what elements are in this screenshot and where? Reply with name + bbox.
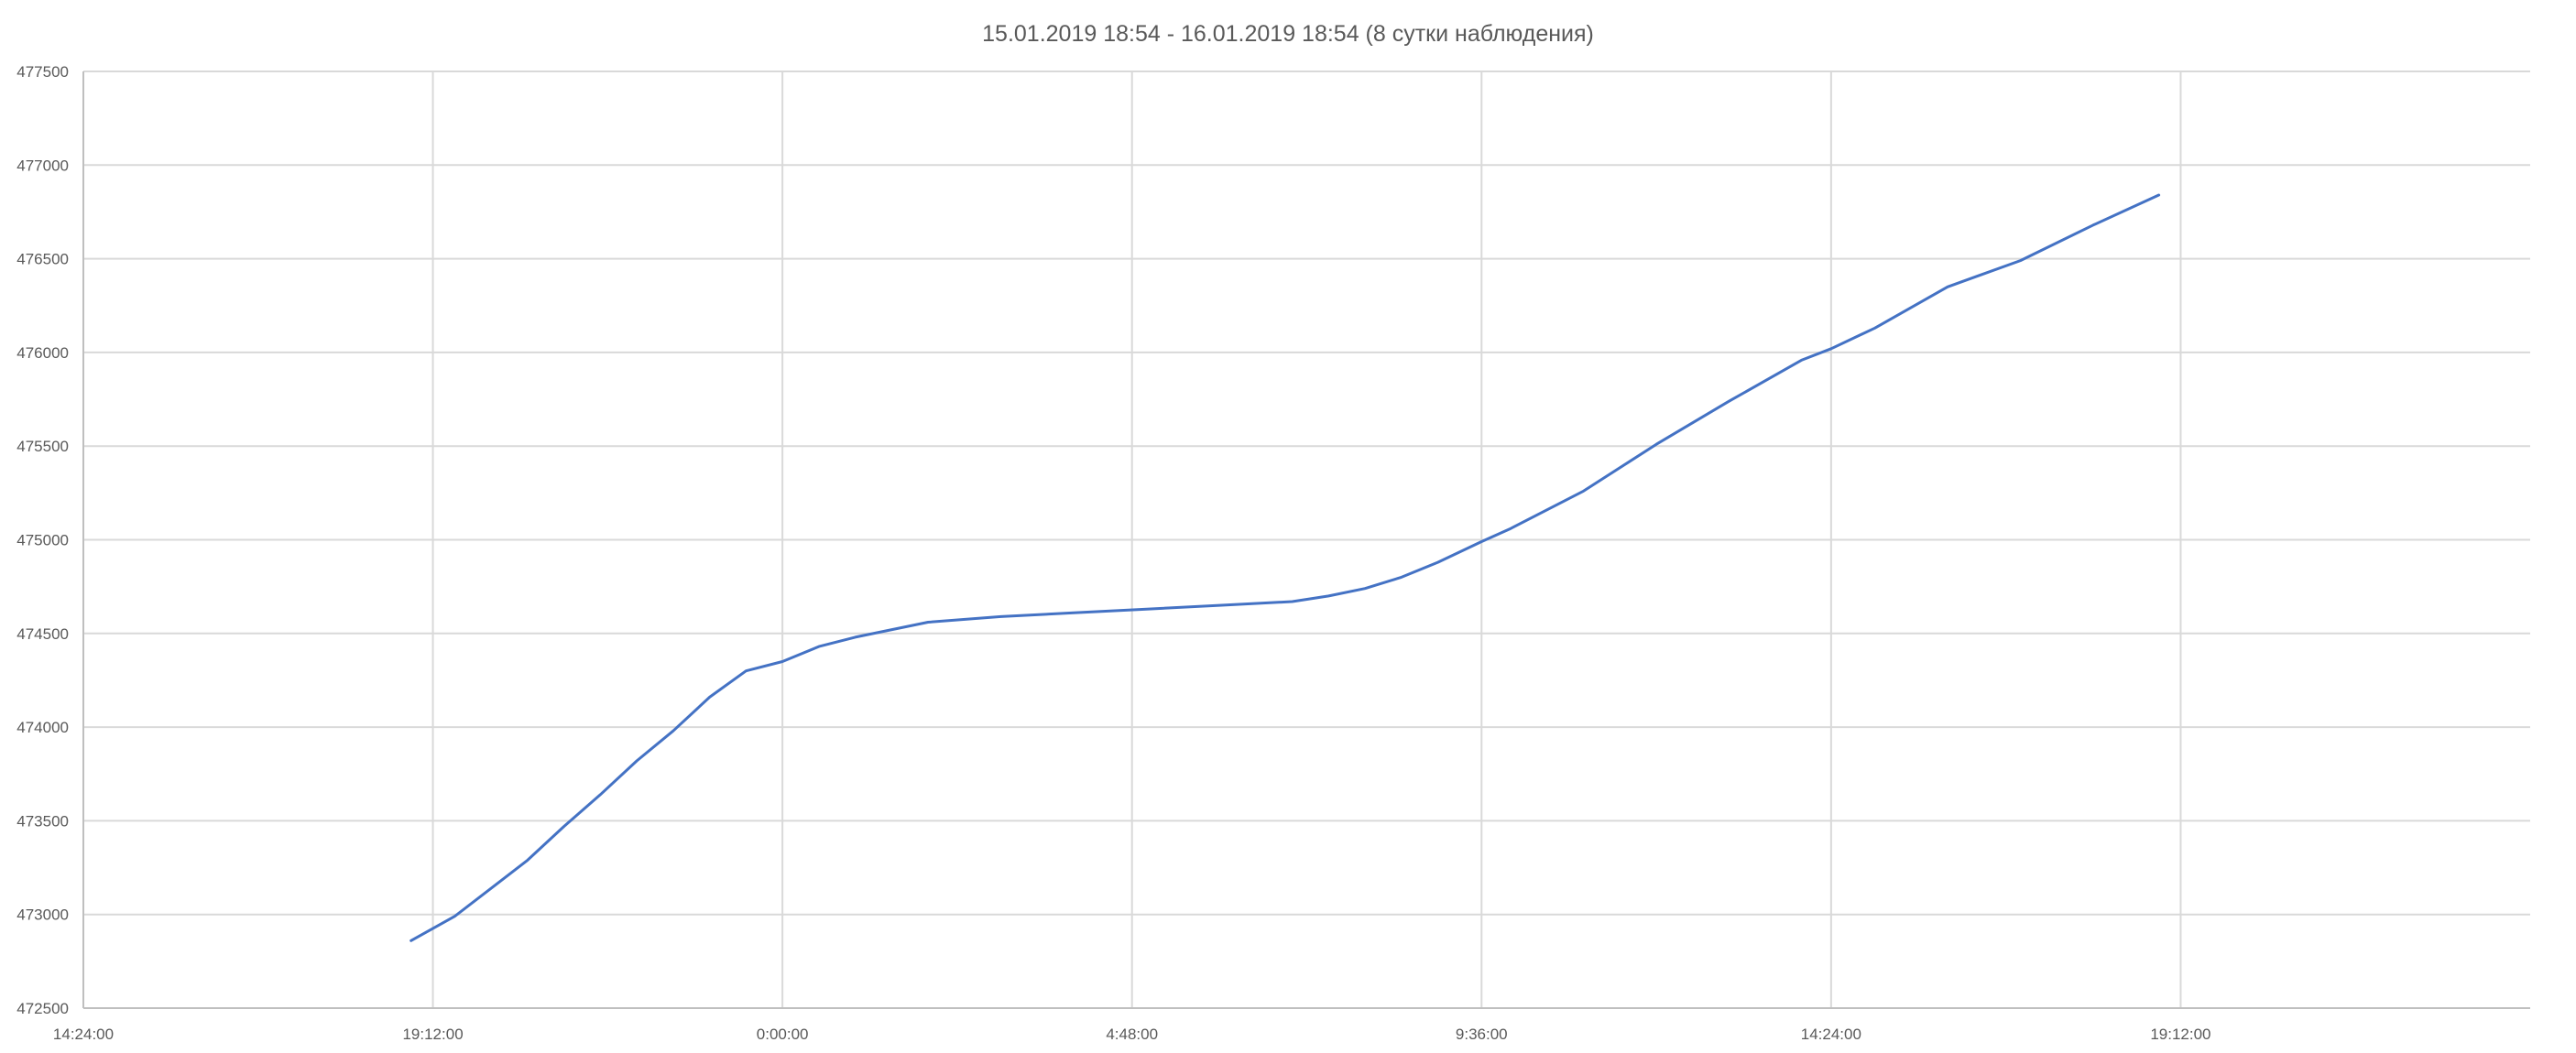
x-tick-label: 14:24:00 [53,1026,114,1043]
series-layer [409,193,2161,942]
y-tick-label: 477000 [16,157,69,174]
y-tick-label: 477500 [16,63,69,81]
x-tick-label: 0:00:00 [757,1026,809,1043]
x-tick-label: 14:24:00 [1801,1026,1861,1043]
y-tick-label: 475000 [16,532,69,549]
x-tick-label: 19:12:00 [402,1026,463,1043]
y-tick-label: 476500 [16,251,69,268]
tick-labels: 472500 473000 473500 474000 474500 475000 4755… [16,63,2210,1043]
x-tick-label: 4:48:00 [1106,1026,1158,1043]
y-tick-label: 473000 [16,906,69,924]
y-tick-label: 472500 [16,1000,69,1017]
x-tick-label: 19:12:00 [2150,1026,2210,1043]
y-tick-label: 474000 [16,719,69,736]
y-tick-label: 475500 [16,438,69,455]
axes [82,71,2530,1009]
y-tick-label: 473500 [16,812,69,830]
chart-title: 15.01.2019 18:54 - 16.01.2019 18:54 (8 с… [982,21,1594,47]
grid-lines [83,71,2530,1008]
y-tick-label: 476000 [16,344,69,362]
y-tick-label: 474500 [16,625,69,643]
x-tick-label: 9:36:00 [1456,1026,1508,1043]
series-line [409,193,2161,942]
